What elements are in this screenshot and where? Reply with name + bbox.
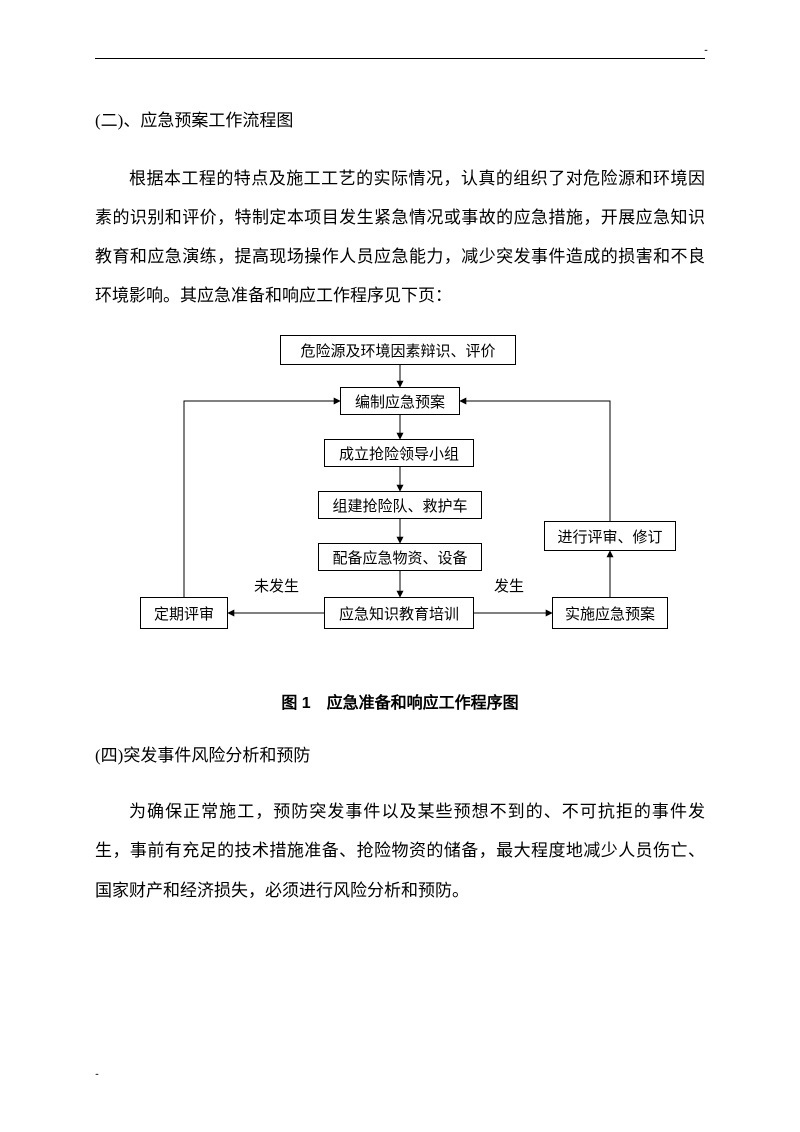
node-implement: 实施应急预案: [552, 597, 668, 629]
node-revise: 进行评审、修订: [544, 521, 676, 551]
node-review: 定期评审: [140, 597, 228, 629]
node-training: 应急知识教育培训: [324, 597, 474, 629]
node-plan: 编制应急预案: [340, 387, 460, 415]
node-supply: 配备应急物资、设备: [318, 543, 482, 571]
section-title-1: (二)、应急预案工作流程图: [95, 106, 705, 131]
node-hazard: 危险源及环境因素辩识、评价: [280, 335, 516, 365]
node-team: 成立抢险领导小组: [324, 439, 474, 467]
section-title-2: (四)突发事件风险分析和预防: [95, 741, 705, 766]
corner-mark: ..: [704, 43, 707, 54]
footer-mark: ..: [95, 1067, 98, 1078]
flowchart: 危险源及环境因素辩识、评价 编制应急预案 成立抢险领导小组 组建抢险队、救护车 …: [120, 335, 680, 665]
node-rescue: 组建抢险队、救护车: [318, 491, 482, 519]
edge-label-happen: 发生: [494, 575, 524, 596]
figure-caption: 图 1 应急准备和响应工作程序图: [95, 689, 705, 713]
paragraph-1: 根据本工程的特点及施工工艺的实际情况，认真的组织了对危险源和环境因素的识别和评价…: [95, 159, 705, 315]
document-page: .. (二)、应急预案工作流程图 根据本工程的特点及施工工艺的实际情况，认真的组…: [0, 0, 800, 1132]
top-rule: [95, 58, 705, 59]
edge-label-not-happen: 未发生: [254, 575, 299, 596]
paragraph-2: 为确保正常施工，预防突发事件以及某些预想不到的、不可抗拒的事件发生，事前有充足的…: [95, 792, 705, 909]
